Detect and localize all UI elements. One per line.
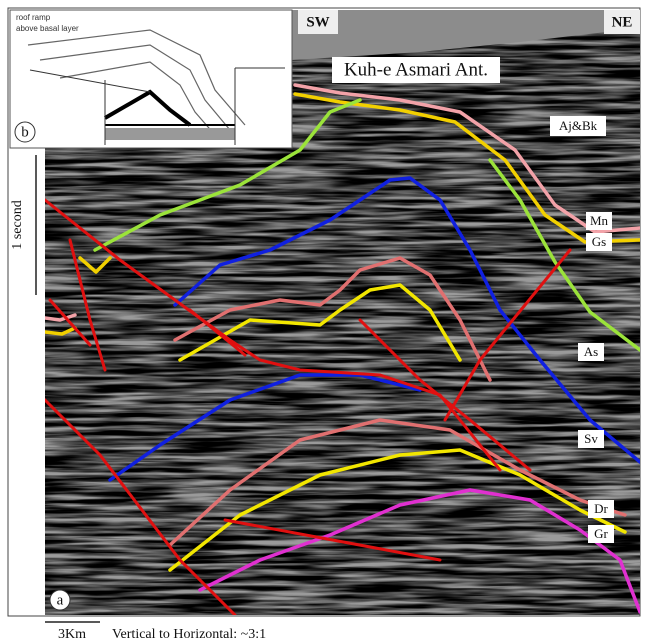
ne-label: NE bbox=[612, 14, 633, 30]
horizon-label: As bbox=[584, 344, 598, 359]
sw-label: SW bbox=[306, 14, 329, 30]
exaggeration-note: Vertical to Horizontal: ~3:1 bbox=[112, 627, 266, 642]
inset-label: roof ramp bbox=[16, 13, 51, 22]
figure: SW NE Kuh-e Asmari Ant. Aj&Bk Mn Gs As S… bbox=[0, 0, 647, 643]
inset-sublabel: above basal layer bbox=[16, 24, 79, 33]
horizon-label: Dr bbox=[594, 501, 608, 516]
horizon-label: Aj&Bk bbox=[559, 118, 598, 133]
panel-label: a bbox=[57, 592, 64, 608]
horizon-label: Sv bbox=[584, 431, 598, 446]
panel-label: b bbox=[21, 124, 29, 140]
inset: roof ramp above basal layer b bbox=[10, 10, 292, 148]
horizontal-scale-label: 3Km bbox=[58, 627, 86, 642]
horizon-label: Mn bbox=[590, 213, 609, 228]
vertical-scale-label: 1 second bbox=[10, 200, 25, 249]
section-title: Kuh-e Asmari Ant. bbox=[344, 59, 488, 80]
horizon-label: Gs bbox=[592, 234, 606, 249]
horizon-label: Gr bbox=[594, 526, 608, 541]
